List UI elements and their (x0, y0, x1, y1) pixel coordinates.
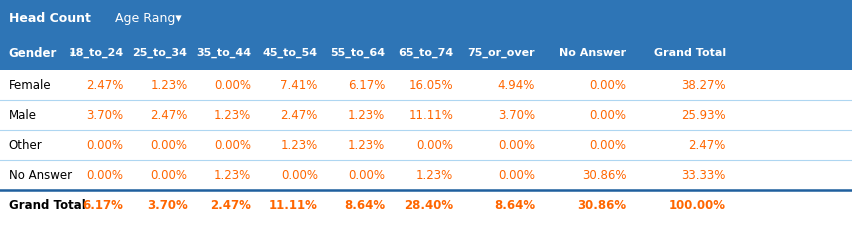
Text: 65_to_74: 65_to_74 (398, 48, 453, 58)
Text: 2.47%: 2.47% (86, 79, 124, 92)
Text: 28.40%: 28.40% (404, 199, 453, 212)
Bar (0, 190, 852, 222)
Text: No Answer: No Answer (9, 168, 72, 182)
Text: 11.11%: 11.11% (408, 109, 453, 122)
Text: 1.23%: 1.23% (150, 79, 187, 92)
Text: 8.64%: 8.64% (494, 199, 535, 212)
Bar (0, 160, 852, 190)
Text: 0.00%: 0.00% (417, 139, 453, 152)
Text: 55_to_64: 55_to_64 (330, 48, 385, 58)
Text: No Answer: No Answer (559, 48, 626, 58)
Text: 7.41%: 7.41% (280, 79, 318, 92)
Text: 0.00%: 0.00% (151, 139, 187, 152)
Text: 1.23%: 1.23% (416, 168, 453, 182)
Text: 100.00%: 100.00% (669, 199, 726, 212)
Text: Other: Other (9, 139, 43, 152)
Text: 11.11%: 11.11% (269, 199, 318, 212)
Text: Grand Total: Grand Total (9, 199, 85, 212)
Text: 2.47%: 2.47% (280, 109, 318, 122)
Text: 0.00%: 0.00% (590, 79, 626, 92)
Text: 0.00%: 0.00% (151, 168, 187, 182)
Text: 4.94%: 4.94% (498, 79, 535, 92)
Text: 0.00%: 0.00% (348, 168, 385, 182)
Text: 1.23%: 1.23% (214, 109, 251, 122)
Text: 0.00%: 0.00% (87, 168, 124, 182)
Text: 35_to_44: 35_to_44 (196, 48, 251, 58)
Text: 0.00%: 0.00% (590, 109, 626, 122)
Text: 8.64%: 8.64% (344, 199, 385, 212)
Bar (0, 70, 852, 100)
Text: 3.70%: 3.70% (498, 109, 535, 122)
Text: 1.23%: 1.23% (348, 139, 385, 152)
Text: 30.86%: 30.86% (577, 199, 626, 212)
Bar (0, 130, 852, 160)
Text: Male: Male (9, 109, 37, 122)
Bar (0, 0, 852, 36)
Bar (0, 100, 852, 130)
Text: 2.47%: 2.47% (210, 199, 251, 212)
Text: 1.23%: 1.23% (348, 109, 385, 122)
Text: 6.17%: 6.17% (348, 79, 385, 92)
Text: Grand Total: Grand Total (653, 48, 726, 58)
Text: Age Rang▾: Age Rang▾ (115, 12, 181, 25)
Text: 16.05%: 16.05% (409, 79, 453, 92)
Text: 2.47%: 2.47% (150, 109, 187, 122)
Text: 33.33%: 33.33% (682, 168, 726, 182)
Text: 3.70%: 3.70% (86, 109, 124, 122)
Text: Gender: Gender (9, 47, 57, 60)
Text: 0.00%: 0.00% (590, 139, 626, 152)
Text: 3.70%: 3.70% (147, 199, 187, 212)
Text: 2.47%: 2.47% (688, 139, 726, 152)
Text: 25.93%: 25.93% (682, 109, 726, 122)
Text: 1.23%: 1.23% (214, 168, 251, 182)
Text: 0.00%: 0.00% (498, 168, 535, 182)
Text: 75_or_over: 75_or_over (468, 48, 535, 58)
Text: 18_to_24: 18_to_24 (68, 48, 124, 58)
Text: 0.00%: 0.00% (87, 139, 124, 152)
Text: 30.86%: 30.86% (582, 168, 626, 182)
Text: 0.00%: 0.00% (215, 79, 251, 92)
Text: 1.23%: 1.23% (280, 139, 318, 152)
Text: 0.00%: 0.00% (498, 139, 535, 152)
Text: 6.17%: 6.17% (83, 199, 124, 212)
Text: Head Count: Head Count (9, 12, 90, 25)
Text: 25_to_34: 25_to_34 (132, 48, 187, 58)
Text: ▾: ▾ (70, 48, 75, 58)
Bar (0, 36, 852, 70)
Text: 45_to_54: 45_to_54 (262, 48, 318, 58)
Text: 0.00%: 0.00% (281, 168, 318, 182)
Text: 38.27%: 38.27% (682, 79, 726, 92)
Text: 0.00%: 0.00% (215, 139, 251, 152)
Text: Female: Female (9, 79, 51, 92)
